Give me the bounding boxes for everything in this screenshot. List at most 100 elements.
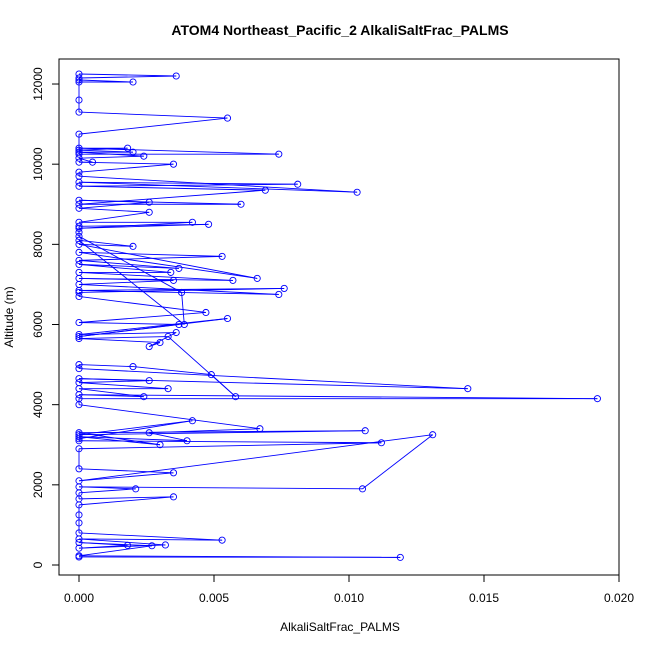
series-line-segment bbox=[78, 73, 177, 77]
data-point bbox=[148, 542, 156, 550]
series-line-segment bbox=[78, 296, 206, 313]
data-point bbox=[294, 180, 302, 188]
data-point bbox=[256, 425, 264, 433]
series-line-segment bbox=[78, 336, 169, 339]
series-line-segment bbox=[78, 382, 169, 390]
series-line-segment bbox=[78, 378, 468, 390]
series-line-segment bbox=[78, 79, 134, 83]
data-point bbox=[75, 200, 83, 208]
data-point bbox=[145, 343, 153, 351]
data-point bbox=[75, 361, 83, 369]
y-tick-label: 2000 bbox=[31, 471, 45, 498]
series-line-segment bbox=[78, 538, 166, 546]
series-line-segment bbox=[78, 322, 179, 325]
x-tick-label: 0.010 bbox=[334, 591, 364, 605]
data-point bbox=[75, 477, 83, 485]
series-line-segment bbox=[78, 472, 174, 482]
series-line-segment bbox=[78, 175, 358, 193]
series-line-segment bbox=[132, 366, 212, 376]
y-tick-label: 0 bbox=[31, 561, 45, 568]
series-line-segment bbox=[78, 185, 266, 191]
data-point bbox=[75, 74, 83, 82]
series-line-segment bbox=[78, 544, 166, 549]
data-point bbox=[164, 385, 172, 393]
series-line-segment bbox=[78, 155, 144, 159]
data-point bbox=[132, 485, 140, 493]
data-point bbox=[164, 332, 172, 341]
data-point bbox=[464, 385, 472, 393]
series-line-segment bbox=[78, 163, 174, 173]
series-line-segment bbox=[78, 223, 209, 229]
series-line-segment bbox=[78, 404, 260, 430]
data-point bbox=[75, 330, 83, 339]
data-point bbox=[140, 152, 148, 160]
data-point bbox=[156, 441, 164, 449]
data-point bbox=[145, 429, 153, 437]
data-point bbox=[145, 377, 153, 385]
series-line-segment bbox=[149, 432, 188, 442]
data-point bbox=[275, 290, 283, 298]
series-line-segment bbox=[78, 221, 193, 229]
series-line-segment bbox=[78, 388, 144, 398]
data-point bbox=[429, 431, 437, 439]
series-line-segment bbox=[78, 338, 161, 343]
y-tick-label: 6000 bbox=[31, 311, 45, 338]
series-line-segment bbox=[78, 468, 174, 474]
series-line-segment bbox=[78, 442, 382, 450]
data-point bbox=[75, 395, 83, 403]
data-point bbox=[169, 493, 178, 501]
data-point bbox=[75, 204, 83, 212]
series-line-segment bbox=[78, 149, 134, 153]
data-point bbox=[232, 393, 240, 401]
series-line-segment bbox=[78, 263, 179, 269]
series-line-segment bbox=[78, 430, 366, 434]
data-point bbox=[75, 379, 83, 387]
data-point bbox=[75, 78, 83, 86]
series-line-segment bbox=[78, 235, 182, 293]
series-line-segment bbox=[78, 157, 93, 163]
data-point bbox=[145, 198, 153, 206]
data-point bbox=[124, 144, 132, 152]
data-point bbox=[175, 264, 183, 272]
series-line-segment bbox=[78, 432, 161, 446]
series-line-segment bbox=[78, 147, 279, 155]
data-point bbox=[75, 431, 83, 439]
data-point bbox=[75, 288, 83, 296]
data-point bbox=[75, 334, 83, 343]
data-point bbox=[129, 78, 137, 86]
data-point bbox=[129, 148, 137, 156]
series-line-segment bbox=[78, 496, 174, 500]
series-line-segment bbox=[78, 542, 128, 546]
series-line-segment bbox=[78, 380, 150, 384]
series-lines bbox=[78, 73, 598, 558]
data-point bbox=[75, 150, 83, 158]
data-point bbox=[75, 375, 83, 383]
y-tick-label: 10000 bbox=[31, 147, 45, 181]
series-line-segment bbox=[78, 436, 188, 442]
data-point bbox=[161, 541, 169, 549]
data-point bbox=[167, 268, 175, 276]
data-point bbox=[75, 158, 83, 166]
data-point bbox=[75, 196, 83, 204]
y-tick-label: 12000 bbox=[31, 67, 45, 101]
data-point bbox=[75, 256, 83, 264]
series-line-segment bbox=[78, 183, 298, 187]
series-line-segment bbox=[78, 201, 150, 209]
series-line-segment bbox=[78, 496, 174, 506]
data-point bbox=[377, 439, 385, 447]
data-point bbox=[75, 172, 83, 180]
series-line-segment bbox=[78, 545, 152, 557]
series-line-segment bbox=[78, 440, 382, 444]
data-point bbox=[75, 552, 83, 560]
data-point bbox=[175, 320, 183, 329]
data-point bbox=[75, 465, 83, 473]
data-point bbox=[169, 276, 178, 284]
data-point bbox=[75, 232, 83, 240]
data-point bbox=[180, 320, 188, 329]
y-axis-label: Altitude (m) bbox=[2, 286, 16, 347]
data-point bbox=[218, 536, 226, 544]
data-point bbox=[75, 445, 83, 453]
data-point bbox=[75, 222, 83, 230]
data-point bbox=[140, 393, 148, 401]
data-point bbox=[205, 220, 213, 228]
